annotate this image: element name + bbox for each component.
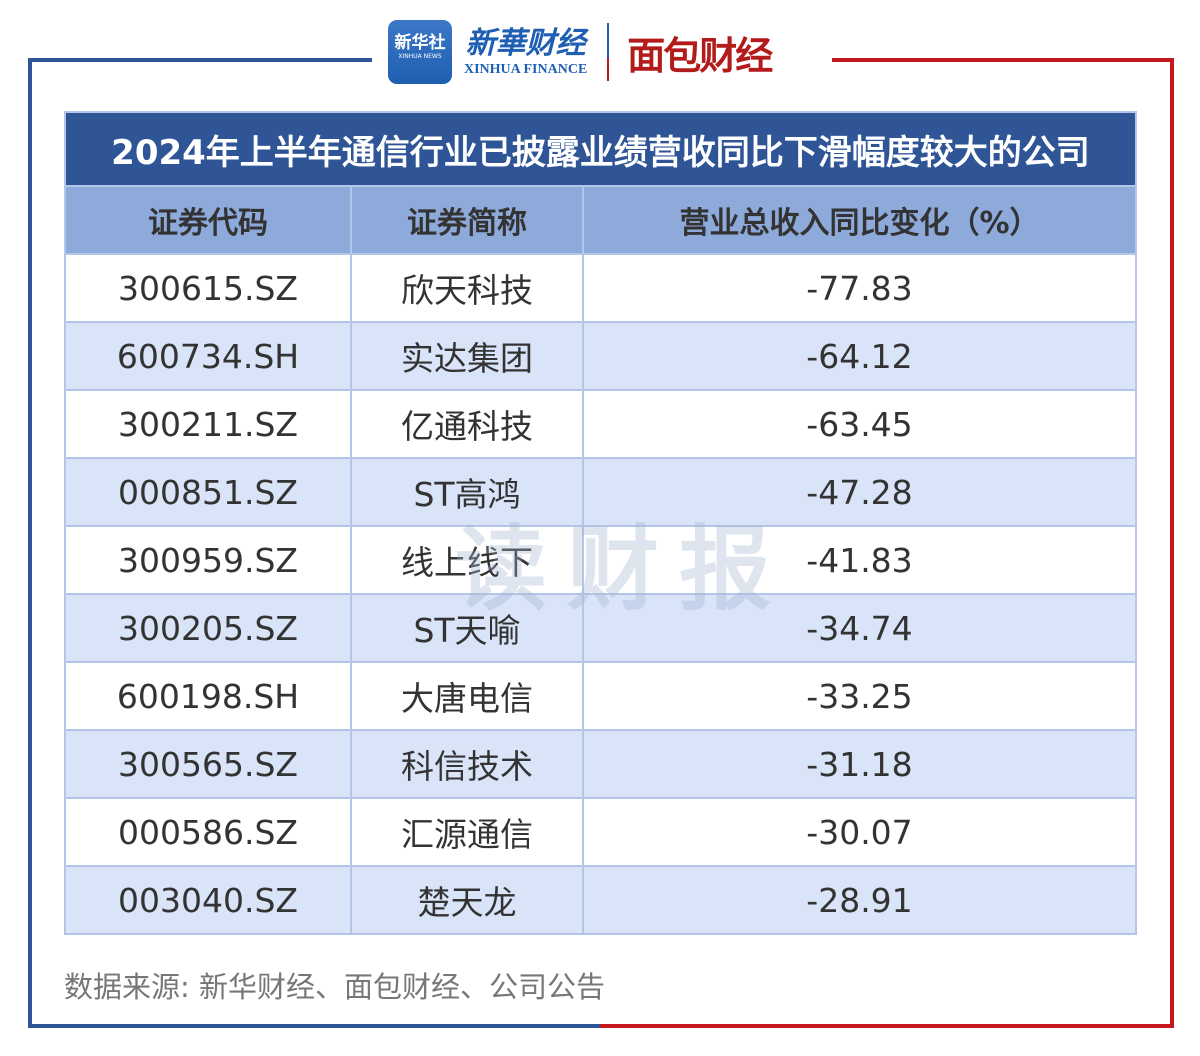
table-row: 600198.SH 大唐电信 -33.25 — [64, 661, 1137, 731]
logo-divider — [607, 23, 610, 81]
cell-code: 300565.SZ — [64, 729, 352, 799]
xinhua-finance-logo: 新華财经 XINHUA FINANCE — [464, 26, 587, 78]
cell-code: 600198.SH — [64, 661, 352, 731]
table-row: 300205.SZ ST天喻 -34.74 — [64, 593, 1137, 663]
frame-bottom-red — [600, 1024, 1174, 1028]
mianbao-logo: 面包财经 — [627, 33, 773, 78]
cell-name: 欣天科技 — [350, 253, 584, 323]
table-row: 300959.SZ 线上线下 -41.83 — [64, 525, 1137, 595]
table-row: 300565.SZ 科信技术 -31.18 — [64, 729, 1137, 799]
cell-name: 科信技术 — [350, 729, 584, 799]
table-title: 2024年上半年通信行业已披露业绩营收同比下滑幅度较大的公司 — [64, 111, 1137, 187]
cell-change: -30.07 — [582, 797, 1137, 867]
cell-code: 003040.SZ — [64, 865, 352, 935]
cell-change: -34.74 — [582, 593, 1137, 663]
table-row: 000851.SZ ST高鸿 -47.28 — [64, 457, 1137, 527]
col-header-change: 营业总收入同比变化（%） — [582, 185, 1137, 255]
cell-name: ST天喻 — [350, 593, 584, 663]
header-logos: 新华社 XINHUA NEWS 新華财经 XINHUA FINANCE 面包财经 — [388, 18, 773, 86]
frame-top-red — [832, 58, 1174, 62]
cell-name: 楚天龙 — [350, 865, 584, 935]
cell-change: -63.45 — [582, 389, 1137, 459]
cell-name: 实达集团 — [350, 321, 584, 391]
data-table: 2024年上半年通信行业已披露业绩营收同比下滑幅度较大的公司 证券代码 证券简称… — [64, 111, 1137, 935]
cell-code: 300211.SZ — [64, 389, 352, 459]
source-note: 数据来源: 新华财经、面包财经、公司公告 — [64, 970, 605, 1004]
table-row: 600734.SH 实达集团 -64.12 — [64, 321, 1137, 391]
table-row: 000586.SZ 汇源通信 -30.07 — [64, 797, 1137, 867]
xinhua-finance-en: XINHUA FINANCE — [464, 62, 588, 77]
table-row: 300211.SZ 亿通科技 -63.45 — [64, 389, 1137, 459]
col-header-code: 证券代码 — [64, 185, 352, 255]
cell-change: -64.12 — [582, 321, 1137, 391]
table-row: 003040.SZ 楚天龙 -28.91 — [64, 865, 1137, 935]
table-row: 300615.SZ 欣天科技 -77.83 — [64, 253, 1137, 323]
cell-name: 汇源通信 — [350, 797, 584, 867]
cell-code: 000851.SZ — [64, 457, 352, 527]
cell-name: 大唐电信 — [350, 661, 584, 731]
cell-name: ST高鸿 — [350, 457, 584, 527]
frame-bottom-blue — [28, 1024, 600, 1028]
frame-left-blue — [28, 58, 32, 1028]
cell-name: 亿通科技 — [350, 389, 584, 459]
cell-change: -33.25 — [582, 661, 1137, 731]
cell-change: -41.83 — [582, 525, 1137, 595]
frame-top-blue — [28, 58, 372, 62]
cell-change: -28.91 — [582, 865, 1137, 935]
cell-code: 300205.SZ — [64, 593, 352, 663]
xinhua-news-logo: 新华社 XINHUA NEWS — [388, 20, 452, 84]
cell-code: 300959.SZ — [64, 525, 352, 595]
cell-name: 线上线下 — [350, 525, 584, 595]
cell-change: -47.28 — [582, 457, 1137, 527]
xinhua-news-text: 新华社 — [394, 33, 446, 53]
cell-change: -31.18 — [582, 729, 1137, 799]
xinhua-finance-text: 新華财经 — [465, 26, 586, 61]
frame-right-red — [1170, 58, 1174, 1028]
xinhua-news-en: XINHUA NEWS — [398, 53, 442, 60]
cell-code: 600734.SH — [64, 321, 352, 391]
col-header-name: 证券简称 — [350, 185, 584, 255]
cell-change: -77.83 — [582, 253, 1137, 323]
cell-code: 000586.SZ — [64, 797, 352, 867]
cell-code: 300615.SZ — [64, 253, 352, 323]
